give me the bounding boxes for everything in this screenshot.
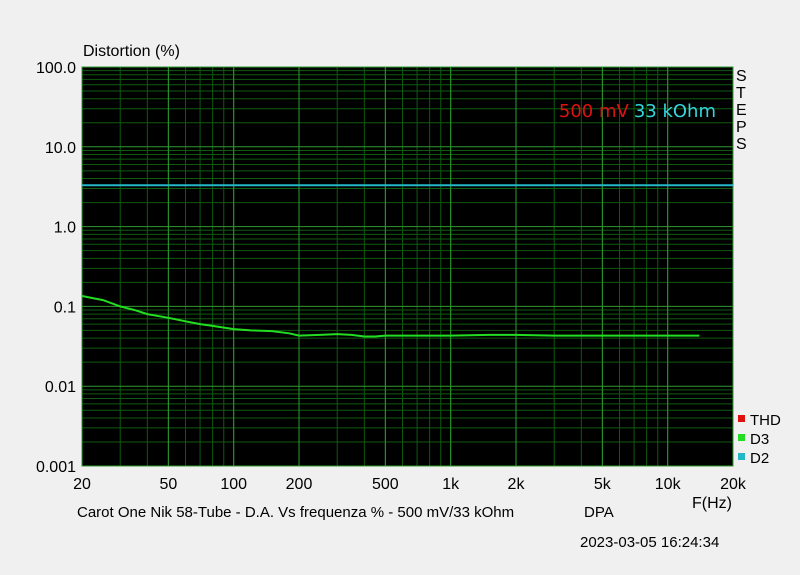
x-tick-label: 1k — [442, 476, 460, 493]
x-tick-label: 50 — [159, 476, 177, 493]
y-axis-title: Distortion (%) — [83, 43, 180, 60]
legend-label-d3: D3 — [750, 431, 769, 448]
legend-label-d2: D2 — [750, 450, 769, 467]
y-tick-label: 0.01 — [45, 379, 76, 396]
x-tick-label: 200 — [286, 476, 313, 493]
x-tick-label: 20 — [73, 476, 91, 493]
y-tick-label: 100.0 — [36, 60, 76, 77]
legend-label-thd: THD — [750, 412, 781, 429]
y-tick-label: 0.001 — [36, 459, 76, 476]
steps-letter: S — [736, 68, 747, 85]
steps-letter: T — [736, 85, 746, 102]
plot-border — [81, 66, 734, 467]
series-layer — [81, 184, 733, 338]
y-tick-label: 10.0 — [45, 140, 76, 157]
timestamp: 2023-03-05 16:24:34 — [580, 534, 720, 551]
dpa-label: DPA — [584, 504, 614, 521]
y-tick-labels: 0.001 0.01 0.1 1.0 10.0 100.0 — [36, 60, 76, 476]
legend-swatch-d3 — [738, 434, 745, 441]
x-axis-title: F(Hz) — [692, 495, 732, 512]
x-tick-label: 5k — [594, 476, 612, 493]
load-annotation: 33 kOhm — [634, 101, 716, 122]
x-tick-label: 20k — [720, 476, 747, 493]
steps-letter: P — [736, 119, 747, 136]
x-tick-label: 100 — [220, 476, 247, 493]
x-tick-label: 10k — [655, 476, 682, 493]
series-d3-line — [81, 295, 700, 338]
steps-letter: S — [736, 136, 747, 153]
x-tick-labels: 20 50 100 200 500 1k 2k 5k 10k 20k — [73, 476, 747, 493]
x-tick-label: 500 — [372, 476, 399, 493]
chart-caption: Carot One Nik 58-Tube - D.A. Vs frequenz… — [77, 504, 515, 521]
y-tick-label: 1.0 — [54, 220, 76, 237]
steps-letter: E — [736, 102, 747, 119]
level-load-annotation: 500 mV 33 kOhm — [559, 101, 716, 122]
plot-area — [82, 67, 733, 466]
y-tick-label: 0.1 — [54, 299, 76, 316]
legend-swatch-d2 — [738, 453, 745, 460]
level-annotation: 500 mV — [559, 101, 630, 122]
x-tick-label: 2k — [508, 476, 526, 493]
legend-swatch-thd — [738, 415, 745, 422]
legend: THD D3 D2 — [738, 412, 781, 467]
major-grid — [81, 66, 734, 467]
